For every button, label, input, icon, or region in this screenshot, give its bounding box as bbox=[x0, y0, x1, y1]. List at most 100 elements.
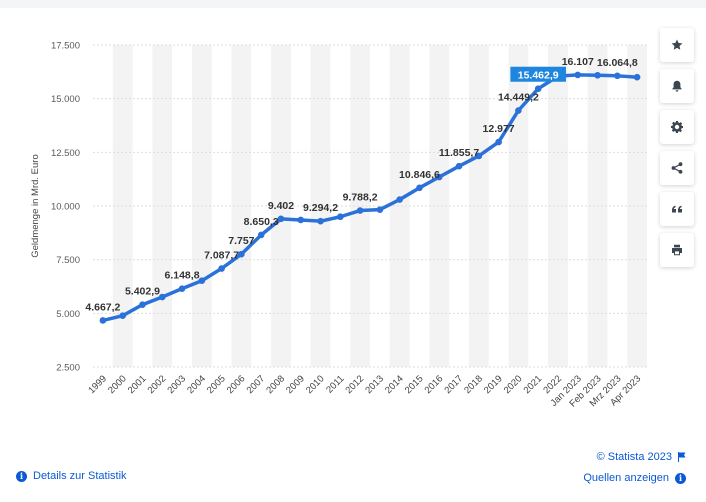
line-chart: 2.500 5.000 7.500 10.000 12.500 15.000 17.500 G… bbox=[30, 41, 647, 410]
x-tick-label: 2008 bbox=[264, 373, 287, 396]
y-tick-label: 17.500 bbox=[51, 41, 80, 52]
data-label: 7.757 bbox=[228, 235, 254, 247]
data-label: 16.107 bbox=[562, 56, 594, 68]
column-band bbox=[350, 45, 370, 367]
share-button[interactable] bbox=[660, 151, 694, 185]
data-label: 12.977 bbox=[483, 123, 515, 135]
x-tick-label: 2001 bbox=[126, 373, 149, 396]
cite-button[interactable] bbox=[660, 192, 694, 226]
data-point bbox=[356, 207, 364, 214]
copyright-text: © Statista 2023 bbox=[596, 451, 672, 463]
data-point bbox=[218, 265, 225, 272]
details-link[interactable]: i Details zur Statistik bbox=[16, 470, 127, 482]
data-point bbox=[633, 73, 641, 81]
details-label: Details zur Statistik bbox=[33, 470, 127, 482]
x-tick-label: 2000 bbox=[106, 373, 129, 396]
chart-toolbar bbox=[660, 28, 696, 274]
data-point bbox=[257, 231, 265, 239]
data-point bbox=[198, 277, 206, 285]
data-point bbox=[416, 184, 423, 192]
gear-icon bbox=[671, 121, 683, 133]
x-tick-label: 2019 bbox=[482, 373, 505, 396]
data-label: 14.449,2 bbox=[498, 91, 539, 103]
data-point bbox=[534, 85, 542, 93]
favorite-button[interactable] bbox=[660, 28, 694, 62]
bell-icon bbox=[672, 80, 682, 92]
data-point bbox=[238, 250, 245, 258]
x-tick-label: 2012 bbox=[344, 373, 367, 396]
data-point bbox=[277, 215, 285, 223]
y-axis-label: Geldmenge in Mrd. Euro bbox=[30, 154, 41, 258]
y-tick-label: 12.500 bbox=[51, 148, 80, 159]
sources-link[interactable]: Quellen anzeigen i bbox=[583, 472, 686, 484]
data-label: 10.846,6 bbox=[399, 169, 440, 181]
copyright-link[interactable]: © Statista 2023 bbox=[597, 451, 686, 463]
data-point bbox=[455, 162, 463, 170]
x-tick-label: 2021 bbox=[522, 373, 545, 396]
x-tick-label: 2017 bbox=[442, 373, 465, 396]
data-point bbox=[139, 301, 146, 308]
y-tick-label: 10.000 bbox=[51, 202, 80, 213]
data-point bbox=[435, 173, 443, 181]
data-point bbox=[337, 213, 344, 221]
data-point bbox=[475, 152, 483, 160]
x-tick-label: 2011 bbox=[324, 373, 346, 395]
x-tick-label: 2016 bbox=[423, 373, 446, 396]
data-label: 8.650,3 bbox=[244, 216, 279, 228]
series-line bbox=[101, 73, 639, 323]
info-icon: i bbox=[675, 472, 686, 484]
x-tick-label: 2006 bbox=[225, 373, 248, 396]
data-point bbox=[99, 317, 107, 324]
data-point bbox=[574, 71, 582, 79]
chart-card: 2.500 5.000 7.500 10.000 12.500 15.000 17.500 G… bbox=[0, 8, 706, 502]
data-label: 5.402,9 bbox=[125, 286, 160, 298]
data-point bbox=[158, 293, 166, 301]
x-tick-label: 2005 bbox=[205, 373, 228, 396]
star-icon bbox=[671, 39, 683, 50]
x-tick-label: 2020 bbox=[502, 373, 525, 396]
y-tick-label: 7.500 bbox=[56, 255, 80, 266]
data-point bbox=[495, 138, 502, 146]
data-label: 4.667,2 bbox=[85, 301, 120, 313]
data-label: 6.148,8 bbox=[165, 270, 200, 282]
data-label: 7.087,7 bbox=[204, 250, 239, 262]
x-tick-label: 2003 bbox=[165, 373, 188, 396]
data-point bbox=[317, 217, 324, 225]
x-tick-label: 2018 bbox=[462, 373, 485, 396]
data-label: 15.462,9 bbox=[518, 70, 559, 82]
x-tick-label: 2014 bbox=[383, 373, 406, 396]
data-point bbox=[297, 216, 305, 224]
info-icon: i bbox=[16, 470, 27, 482]
data-point bbox=[396, 196, 403, 203]
column-band bbox=[310, 45, 331, 367]
data-point bbox=[119, 312, 126, 319]
data-point bbox=[376, 206, 384, 213]
data-point bbox=[515, 107, 522, 114]
x-tick-label: 2002 bbox=[146, 373, 169, 396]
y-tick-label: 2.500 bbox=[56, 363, 80, 374]
x-tick-label: 2015 bbox=[403, 373, 426, 396]
data-label: 9.294,2 bbox=[303, 202, 338, 214]
quote-icon bbox=[672, 205, 682, 213]
data-point bbox=[594, 71, 601, 79]
x-tick-label: 2010 bbox=[304, 373, 327, 396]
x-tick-label: 2007 bbox=[245, 373, 268, 396]
column-band bbox=[389, 45, 410, 367]
sources-label: Quellen anzeigen bbox=[583, 472, 669, 484]
x-tick-label: 2009 bbox=[284, 373, 307, 396]
share-icon bbox=[671, 162, 683, 174]
settings-button[interactable] bbox=[660, 110, 694, 144]
column-band bbox=[429, 45, 450, 367]
column-band bbox=[271, 45, 291, 367]
data-point bbox=[178, 285, 186, 292]
data-label: 11.855,7 bbox=[439, 147, 479, 159]
x-tick-label: 2013 bbox=[363, 373, 386, 396]
notification-button[interactable] bbox=[660, 69, 694, 103]
data-label-highlight bbox=[510, 66, 566, 82]
print-button[interactable] bbox=[660, 233, 694, 267]
data-label: 9.402 bbox=[268, 200, 294, 212]
x-tick-label: 2004 bbox=[185, 373, 208, 396]
flag-icon bbox=[678, 452, 686, 462]
x-tick-label: 1999 bbox=[86, 373, 109, 396]
data-label: 16.064,8 bbox=[597, 57, 638, 69]
